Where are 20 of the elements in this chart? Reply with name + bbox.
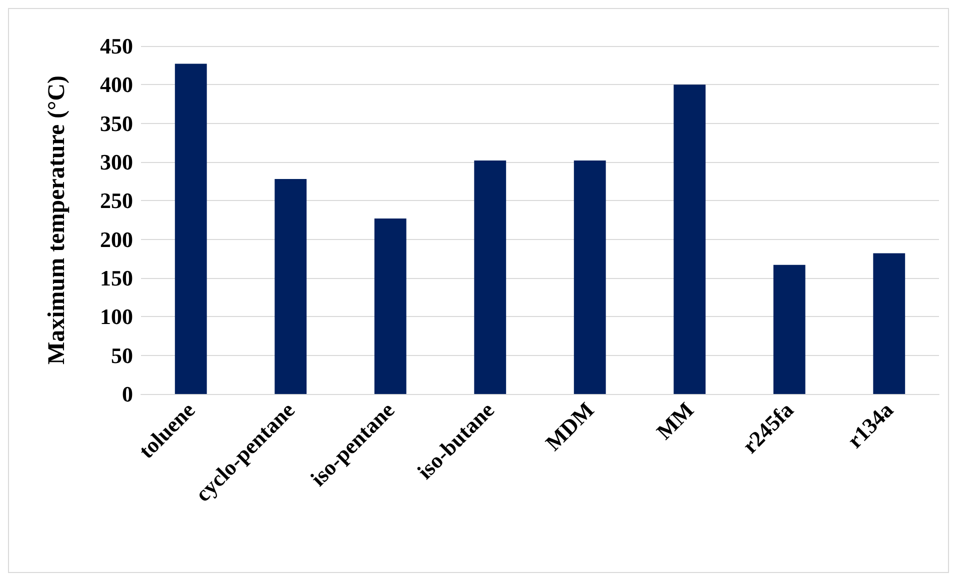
bar bbox=[474, 160, 506, 394]
y-tick-label: 450 bbox=[100, 34, 133, 58]
bar bbox=[274, 179, 307, 394]
y-tick-label: 250 bbox=[100, 188, 133, 214]
bar bbox=[674, 84, 706, 394]
y-tick-label: 0 bbox=[122, 382, 133, 406]
x-tick-label: MM bbox=[651, 396, 699, 444]
bar bbox=[873, 253, 906, 394]
y-tick-label: 100 bbox=[100, 304, 133, 330]
y-tick-label: 400 bbox=[100, 72, 133, 98]
bar bbox=[773, 264, 806, 394]
y-tick-label: 350 bbox=[100, 110, 133, 136]
y-tick-label: 200 bbox=[100, 226, 133, 252]
bar bbox=[174, 64, 207, 394]
bar bbox=[374, 218, 406, 394]
y-tick-label: 150 bbox=[100, 266, 133, 290]
y-axis-title: Maximum temperature (°C) bbox=[44, 75, 70, 365]
y-tick-label: 50 bbox=[111, 342, 133, 368]
y-tick-label: 300 bbox=[100, 150, 133, 174]
bar bbox=[574, 160, 606, 394]
